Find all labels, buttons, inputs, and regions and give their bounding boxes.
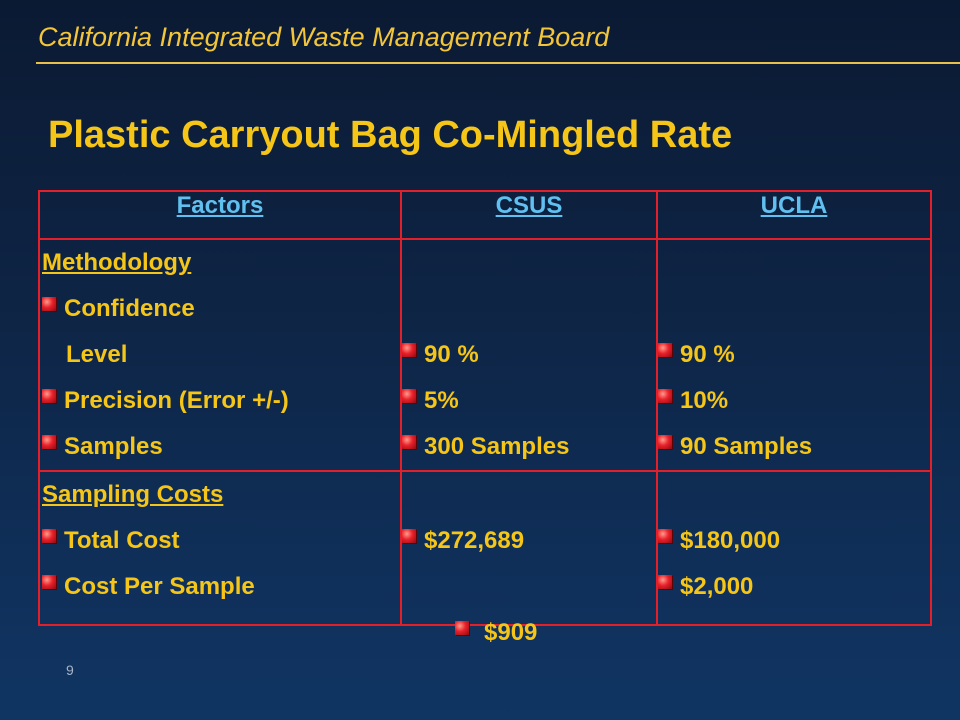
list-item: 90 Samples xyxy=(658,424,930,470)
bullet-icon xyxy=(658,574,672,589)
csus-value: 5% xyxy=(424,387,459,414)
methodology-factors-cell: Methodology Confidence Level Precision (… xyxy=(38,238,402,472)
csus-value: $909 xyxy=(477,619,538,646)
list-item: Confidence xyxy=(40,286,400,332)
page-number: 9 xyxy=(66,662,74,678)
factor-label: Precision (Error +/-) xyxy=(64,387,289,414)
csus-value: 90 % xyxy=(424,341,479,368)
bullet-icon xyxy=(658,388,672,403)
column-header-csus: CSUS xyxy=(400,190,658,240)
bullet-icon xyxy=(402,388,416,403)
costs-csus-cell: $272,689 $909 xyxy=(400,470,658,646)
methodology-row: Methodology Confidence Level Precision (… xyxy=(38,238,932,472)
bullet-icon xyxy=(402,342,416,357)
ucla-value: $180,000 xyxy=(680,527,781,554)
methodology-ucla-cell: 90 % 10% 90 Samples xyxy=(656,238,932,472)
factor-label: Cost Per Sample xyxy=(64,573,255,600)
organization-name: California Integrated Waste Management B… xyxy=(38,22,610,52)
ucla-value: 10% xyxy=(680,387,729,414)
factor-label: Level xyxy=(66,341,128,368)
bullet-icon xyxy=(455,620,470,635)
costs-factors-cell: Sampling Costs Total Cost Cost Per Sampl… xyxy=(38,470,402,626)
table-header-row: Factors CSUS UCLA xyxy=(38,190,932,240)
factors-header-link[interactable]: Factors xyxy=(176,192,264,219)
comparison-table: Factors CSUS UCLA Methodology Confidence… xyxy=(38,190,932,646)
bullet-icon xyxy=(402,528,416,543)
list-item: 90 % xyxy=(658,332,930,378)
bullet-icon xyxy=(658,342,672,357)
list-item: Level xyxy=(40,332,400,378)
methodology-label: Methodology xyxy=(42,249,192,276)
bullet-icon xyxy=(658,528,672,543)
ucla-value: 90 % xyxy=(680,341,735,368)
bullet-icon xyxy=(42,528,56,543)
methodology-csus-cell: 90 % 5% 300 Samples xyxy=(400,238,658,472)
column-header-ucla: UCLA xyxy=(656,190,932,240)
sampling-costs-label: Sampling Costs xyxy=(42,481,224,508)
csus-value: $272,689 xyxy=(424,527,525,554)
bullet-icon xyxy=(402,434,416,449)
sampling-costs-row: Sampling Costs Total Cost Cost Per Sampl… xyxy=(38,470,932,646)
csus-value: 300 Samples xyxy=(424,433,570,460)
bullet-icon xyxy=(42,434,56,449)
list-item: $272,689 xyxy=(402,518,656,564)
list-item: $2,000 xyxy=(658,564,930,610)
ucla-value: $2,000 xyxy=(680,573,754,600)
bullet-icon xyxy=(42,296,56,311)
ucla-value: 90 Samples xyxy=(680,433,813,460)
factor-label: Samples xyxy=(64,433,163,460)
list-item: 90 % xyxy=(402,332,656,378)
bullet-icon xyxy=(42,388,56,403)
section-heading: Methodology xyxy=(40,240,400,286)
list-item: Cost Per Sample xyxy=(40,564,400,610)
list-item: Samples xyxy=(40,424,400,470)
list-item: 300 Samples xyxy=(402,424,656,470)
factor-label: Total Cost xyxy=(64,527,180,554)
list-item: $180,000 xyxy=(658,518,930,564)
ucla-header-link[interactable]: UCLA xyxy=(760,192,828,219)
bullet-icon xyxy=(42,574,56,589)
factor-label: Confidence xyxy=(64,295,195,322)
list-item: Total Cost xyxy=(40,518,400,564)
bullet-icon xyxy=(658,434,672,449)
csus-header-link[interactable]: CSUS xyxy=(495,192,563,219)
section-heading: Sampling Costs xyxy=(40,472,400,518)
slide-title: Plastic Carryout Bag Co-Mingled Rate xyxy=(48,114,733,156)
column-header-factors: Factors xyxy=(38,190,402,240)
costs-ucla-cell: $180,000 $2,000 xyxy=(656,470,932,626)
list-item: Precision (Error +/-) xyxy=(40,378,400,424)
list-item: 5% xyxy=(402,378,656,424)
list-item: 10% xyxy=(658,378,930,424)
header-divider xyxy=(36,62,960,64)
list-item: $909 xyxy=(402,564,656,646)
